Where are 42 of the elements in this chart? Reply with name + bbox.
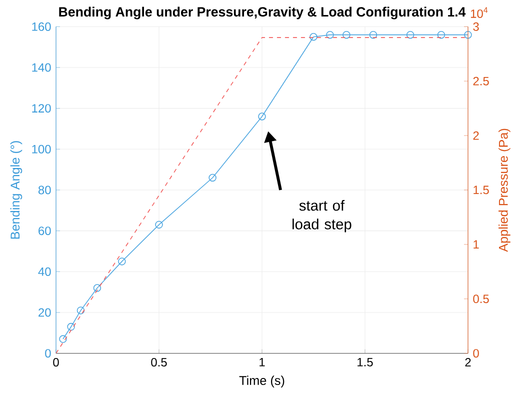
point bbox=[464, 30, 472, 39]
y2-tick-label: 2.5 bbox=[473, 76, 489, 86]
y2-tick-label: 0.5 bbox=[473, 294, 489, 304]
point bbox=[76, 306, 85, 314]
x-tick-label: 1 bbox=[260, 358, 265, 366]
y-tick-label: 40 bbox=[38, 267, 51, 276]
annotation: start of load step bbox=[292, 200, 352, 232]
x-tick-label: 0.5 bbox=[151, 358, 167, 367]
y-tick-label: 120 bbox=[32, 104, 51, 113]
y-tick-label: 140 bbox=[32, 63, 51, 72]
y-tick-label: 100 bbox=[32, 144, 51, 154]
point bbox=[155, 220, 163, 229]
point bbox=[59, 335, 67, 343]
chart-title: Bending Angle under Pressure,Gravity & Load Configuration 1.4 bbox=[59, 6, 466, 20]
x-tick-label: 1.5 bbox=[358, 358, 373, 366]
y-tick-label: 20 bbox=[38, 308, 51, 317]
y2-tick-label: 1 bbox=[474, 240, 479, 249]
y-tick-label: 0 bbox=[45, 349, 51, 358]
point bbox=[258, 112, 266, 120]
y2-tick-label: 0 bbox=[473, 349, 479, 358]
point bbox=[118, 258, 126, 266]
text: 10$^{4}$ bbox=[470, 7, 488, 18]
x-tick-label: 2 bbox=[465, 358, 471, 366]
y-tick-label: 80 bbox=[38, 186, 51, 194]
point bbox=[437, 30, 446, 39]
point bbox=[208, 174, 216, 182]
y2-tick-label: 2 bbox=[473, 131, 479, 140]
y2-tick-label: 1.5 bbox=[474, 186, 489, 194]
y-tick-label: 60 bbox=[38, 226, 51, 236]
y-tick-label: 160 bbox=[32, 22, 51, 31]
point bbox=[406, 30, 414, 39]
y2-axis-title: Applied Pressure (Pa) bbox=[498, 128, 510, 252]
point bbox=[67, 322, 75, 331]
y-axis-title: Bending Angle (°) bbox=[10, 141, 22, 239]
x-axis-title: Time (s) bbox=[239, 376, 284, 388]
point bbox=[310, 33, 318, 41]
point bbox=[342, 30, 350, 39]
point bbox=[369, 30, 378, 39]
y2-tick-label: 3 bbox=[473, 22, 479, 31]
point bbox=[93, 284, 102, 292]
point bbox=[326, 30, 334, 39]
x-tick-label: 0 bbox=[53, 358, 59, 367]
